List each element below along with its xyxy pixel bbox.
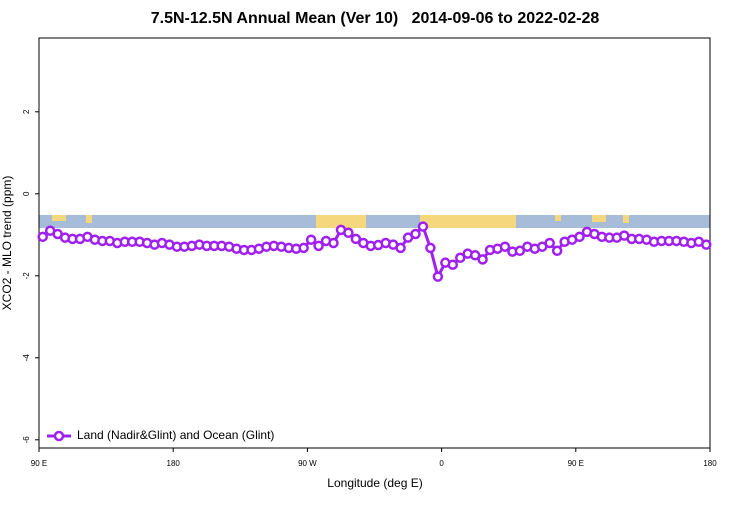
data-point bbox=[305, 234, 317, 245]
y-tick-label: -2 bbox=[22, 272, 31, 280]
x-tick-label: 90 E bbox=[31, 459, 47, 468]
x-tick-label: 180 bbox=[167, 459, 181, 468]
data-point bbox=[343, 227, 354, 238]
data-point bbox=[544, 237, 555, 249]
y-tick-label: 0 bbox=[22, 191, 31, 196]
y-tick-label: -4 bbox=[22, 354, 31, 362]
legend-marker bbox=[53, 430, 65, 442]
x-tick-label: 0 bbox=[439, 459, 444, 468]
data-point bbox=[477, 254, 488, 265]
data-point bbox=[417, 221, 429, 232]
data-point bbox=[313, 240, 324, 252]
data-point bbox=[701, 239, 712, 250]
data-point bbox=[432, 271, 444, 282]
x-tick-label: 90 W bbox=[298, 459, 317, 468]
data-point bbox=[454, 252, 466, 264]
data-point bbox=[574, 231, 585, 243]
data-point bbox=[499, 241, 511, 252]
data-point bbox=[328, 237, 339, 249]
data-point bbox=[37, 231, 48, 243]
legend-label: Land (Nadir&Glint) and Ocean (Glint) bbox=[77, 428, 274, 442]
data-point bbox=[514, 245, 526, 257]
x-tick-label: 180 bbox=[703, 459, 717, 468]
x-tick-label: 90 E bbox=[568, 459, 584, 468]
data-point bbox=[551, 245, 563, 257]
data-point bbox=[410, 228, 421, 240]
y-tick-label: 2 bbox=[22, 109, 31, 114]
y-tick-label: -6 bbox=[22, 436, 31, 444]
data-point bbox=[350, 233, 362, 245]
data-point bbox=[447, 259, 459, 270]
data-point bbox=[425, 242, 436, 254]
data-point bbox=[395, 242, 406, 254]
data-point bbox=[298, 242, 309, 254]
chart-title: 7.5N-12.5N Annual Mean (Ver 10) 2014-09-… bbox=[151, 10, 600, 27]
map-band bbox=[39, 215, 710, 228]
data-point bbox=[469, 250, 481, 261]
x-axis-label: Longitude (deg E) bbox=[327, 476, 422, 490]
y-axis-label: XCO2 - MLO trend (ppm) bbox=[0, 176, 14, 311]
